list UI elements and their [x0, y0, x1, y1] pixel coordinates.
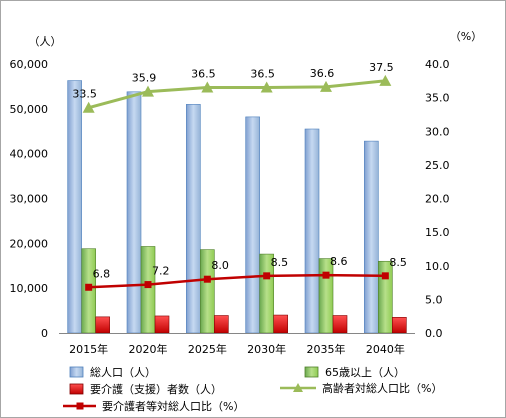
point-care-ratio [203, 275, 211, 283]
bar-care-recipients [95, 316, 110, 334]
right-tick-label: 20.0 [425, 193, 450, 206]
data-label-care-ratio: 8.5 [389, 256, 407, 269]
x-tick-label: 2035年 [307, 342, 346, 356]
right-tick-label: 5.0 [425, 293, 443, 306]
legend-swatch-aged-65-plus [304, 366, 319, 378]
point-care-ratio [381, 272, 389, 280]
left-tick-label: 30,000 [10, 193, 49, 206]
bar-care-recipients [332, 315, 348, 334]
right-axis-tick-labels: 0.0 5.0 10.0 15.0 20.0 25.0 30.0 35.0 40.0 [425, 58, 450, 340]
data-label-elderly-ratio: 36.5 [250, 68, 275, 81]
data-label-elderly-ratio: 37.5 [369, 61, 394, 74]
x-tick-label: 2030年 [247, 342, 286, 356]
legend-swatch-total-population [69, 366, 84, 378]
legend-item-care-recipients: 要介護（支援）者数（人） [69, 382, 222, 396]
bar-total-population [245, 116, 260, 334]
line-care-ratio [88, 273, 386, 289]
bar-care-recipients [154, 315, 170, 334]
right-tick-label: 10.0 [425, 260, 450, 273]
point-care-ratio [322, 271, 330, 279]
left-axis-unit: （人） [29, 35, 62, 48]
bar-total-population [67, 80, 82, 334]
data-label-elderly-ratio: 33.5 [72, 88, 97, 101]
data-label-care-ratio: 6.8 [93, 267, 111, 280]
bar-care-recipients [214, 315, 229, 334]
x-axis-tick-labels: 2015年 2020年 2025年 2030年 2035年 2040年 [69, 342, 405, 356]
left-tick-label: 20,000 [10, 237, 49, 250]
legend-item-elderly-ratio: 高齢者対総人口比（%） [280, 381, 442, 395]
left-tick-label: 0 [41, 327, 48, 340]
legend: 総人口（人） 65歳以上（人） 要介護（支援）者数（人） 高齢者対総人口比（%）… [63, 365, 442, 413]
bar-total-population [186, 104, 201, 334]
legend-marker-elderly-ratio [293, 383, 303, 392]
bar-care-recipients [273, 314, 288, 334]
point-elderly-ratio [379, 74, 392, 86]
right-axis-unit: （%） [450, 30, 482, 43]
point-care-ratio [144, 281, 152, 289]
bar-aged-65-plus [81, 248, 96, 334]
x-tick-label: 2015年 [69, 342, 108, 356]
legend-label-care-ratio: 要介護者等対総人口比（%） [102, 399, 244, 413]
data-label-elderly-ratio: 35.9 [132, 72, 157, 85]
right-tick-label: 0.0 [425, 327, 443, 340]
x-tick-label: 2020年 [129, 342, 168, 356]
line-elderly-ratio [88, 79, 386, 110]
legend-label-total-population: 総人口（人） [90, 365, 156, 379]
x-tick-label: 2040年 [366, 342, 405, 356]
data-label-care-ratio: 8.0 [211, 259, 229, 272]
bar-total-population [304, 128, 320, 334]
left-tick-label: 60,000 [10, 58, 49, 71]
legend-swatch-care-recipients [69, 383, 84, 395]
legend-label-elderly-ratio: 高齢者対総人口比（%） [322, 381, 442, 395]
data-label-care-ratio: 8.6 [330, 255, 348, 268]
point-elderly-ratio [142, 85, 154, 97]
right-tick-label: 35.0 [425, 92, 450, 105]
data-label-elderly-ratio: 36.6 [310, 67, 335, 80]
bar-total-population [126, 91, 142, 334]
data-label-elderly-ratio: 36.5 [191, 68, 216, 81]
data-label-care-ratio: 7.2 [152, 265, 170, 278]
left-tick-label: 10,000 [10, 282, 49, 295]
point-elderly-ratio [320, 80, 332, 92]
right-tick-label: 15.0 [425, 226, 450, 239]
bar-aged-65-plus [318, 258, 334, 334]
bar-aged-65-plus [378, 260, 393, 334]
bar-aged-65-plus [140, 246, 156, 334]
legend-item-total-population: 総人口（人） [69, 365, 156, 379]
bar-care-recipients [392, 317, 407, 334]
x-tick-label: 2025年 [188, 342, 227, 356]
data-label-care-ratio: 8.5 [271, 256, 289, 269]
point-elderly-ratio [82, 101, 95, 113]
legend-label-aged-65-plus: 65歳以上（人） [325, 366, 405, 379]
legend-item-care-ratio: 要介護者等対総人口比（%） [63, 399, 244, 413]
left-tick-label: 40,000 [10, 148, 49, 161]
right-tick-label: 40.0 [425, 58, 450, 71]
point-elderly-ratio [201, 81, 214, 93]
point-elderly-ratio [260, 81, 273, 93]
right-tick-label: 25.0 [425, 159, 450, 172]
bar-total-population [364, 140, 379, 334]
left-tick-label: 50,000 [10, 103, 49, 116]
right-tick-label: 30.0 [425, 125, 450, 138]
line-series: 33.5 35.9 36.5 36.5 36.6 37.5 6.8 7.2 8.0 8.5 8.6 8… [72, 61, 407, 291]
legend-label-care-recipients: 要介護（支援）者数（人） [90, 382, 222, 396]
legend-item-aged-65-plus: 65歳以上（人） [304, 366, 405, 379]
point-care-ratio [263, 272, 271, 280]
point-care-ratio [85, 283, 93, 291]
bar-series [67, 80, 407, 334]
legend-marker-care-ratio [76, 402, 84, 410]
left-axis-tick-labels: 0 10,000 20,000 30,000 40,000 50,000 60,000 [10, 58, 49, 340]
